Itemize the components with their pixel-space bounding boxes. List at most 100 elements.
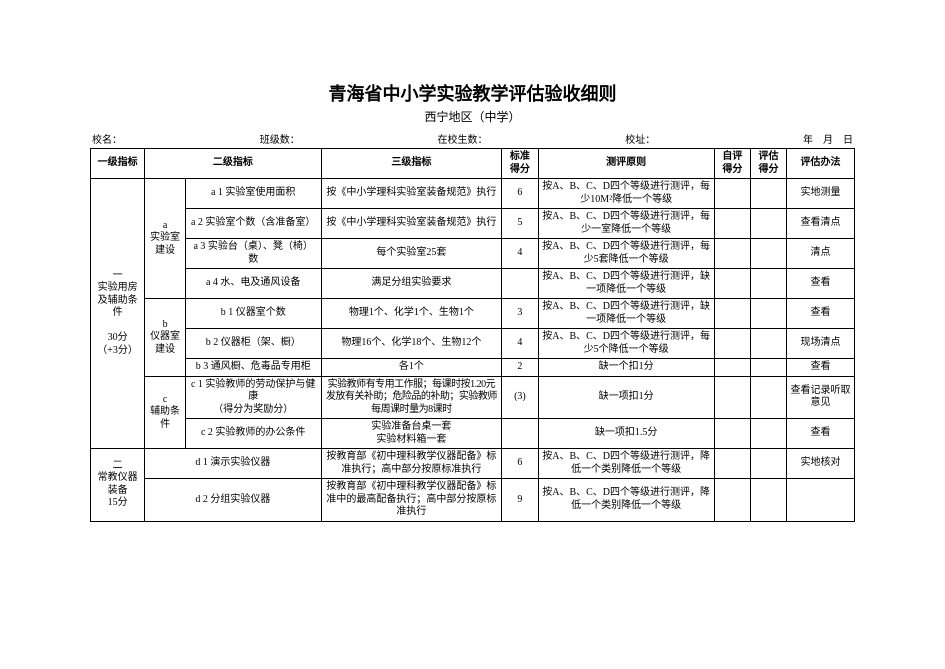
cell-l3: 按《中小学理科实验室装备规范》执行 — [321, 179, 502, 209]
cell-rule: 按A、B、C、D四个等级进行测评，缺一项降低一个等级 — [538, 299, 714, 329]
cell-l2: d 1 演示实验仪器 — [145, 449, 321, 479]
cell-method: 现场清点 — [787, 329, 855, 359]
cell-eval — [750, 479, 786, 522]
hdr-eval: 评估得分 — [750, 149, 786, 179]
cell-l2: a 2 实验室个数（含准备室） — [185, 209, 321, 239]
table-row: c 2 实验教师的办公条件 实验准备台桌一套 实验材料箱一套 缺一项扣1.5分 … — [91, 419, 855, 449]
cell-self — [714, 269, 750, 299]
cell-l2: b 3 通风橱、危毒品专用柜 — [185, 359, 321, 377]
cell-l3: 满足分组实验要求 — [321, 269, 502, 299]
meta-month: 月 — [823, 135, 833, 146]
cell-self — [714, 329, 750, 359]
cell-rule: 按A、B、C、D四个等级进行测评，降低一个类别降低一个等级 — [538, 479, 714, 522]
hdr-self: 自评得分 — [714, 149, 750, 179]
meta-students: 在校生数： — [438, 131, 488, 146]
hdr-method: 评估办法 — [787, 149, 855, 179]
cell-method: 清点 — [787, 239, 855, 269]
cell-rule: 按A、B、C、D四个等级进行测评，降低一个类别降低一个等级 — [538, 449, 714, 479]
lvl1-b: 二 常教仪器装备 15分 — [91, 449, 145, 522]
cell-method: 查看记录听取意见 — [787, 376, 855, 419]
cell-l3: 各1个 — [321, 359, 502, 377]
cell-eval — [750, 419, 786, 449]
table-row: a 4 水、电及通风设备 满足分组实验要求 按A、B、C、D四个等级进行测评，缺… — [91, 269, 855, 299]
cell-score: (3) — [502, 376, 538, 419]
table-header-row: 一级指标 二级指标 三级指标 标准得分 测评原则 自评得分 评估得分 评估办法 — [91, 149, 855, 179]
cell-l2: c 1 实验教师的劳动保护与健康 （得分为奖励分） — [185, 376, 321, 419]
cell-method — [787, 479, 855, 522]
cell-l3: 实验准备台桌一套 实验材料箱一套 — [321, 419, 502, 449]
document-page: 青海省中小学实验教学评估验收细则 西宁地区（中学） 校名： 班级数： 在校生数：… — [0, 0, 945, 562]
hdr-lvl1: 一级指标 — [91, 149, 145, 179]
table-row: a 3 实验台（桌）、凳（椅）数 每个实验室25套 4 按A、B、C、D四个等级… — [91, 239, 855, 269]
cell-self — [714, 239, 750, 269]
cell-rule: 按A、B、C、D四个等级进行测评，每少10M²降低一个等级 — [538, 179, 714, 209]
cell-score: 3 — [502, 299, 538, 329]
cell-l2: d 2 分组实验仪器 — [145, 479, 321, 522]
meta-date: 年 月 日 — [793, 131, 853, 146]
cell-method: 查看 — [787, 359, 855, 377]
cell-rule: 缺一项扣1分 — [538, 376, 714, 419]
cell-method: 实地测量 — [787, 179, 855, 209]
cell-method: 查看 — [787, 299, 855, 329]
cell-method: 查看清点 — [787, 209, 855, 239]
subtitle: 西宁地区（中学） — [90, 108, 855, 125]
meta-class: 班级数： — [260, 131, 300, 146]
cell-rule: 缺一个扣1分 — [538, 359, 714, 377]
meta-year: 年 — [803, 135, 813, 146]
cell-rule: 按A、B、C、D四个等级进行测评，每少5个降低一个等级 — [538, 329, 714, 359]
cell-eval — [750, 376, 786, 419]
hdr-lvl2: 二级指标 — [145, 149, 321, 179]
hdr-rule: 测评原则 — [538, 149, 714, 179]
cell-eval — [750, 359, 786, 377]
cell-l3: 按教育部《初中理科教学仪器配备》标准中的最高配备执行；高中部分按原标准执行 — [321, 479, 502, 522]
cell-l3: 物理1个、化学1个、生物1个 — [321, 299, 502, 329]
meta-address: 校址： — [625, 131, 655, 146]
cell-self — [714, 359, 750, 377]
cell-score — [502, 269, 538, 299]
hdr-lvl3: 三级指标 — [321, 149, 502, 179]
table-row: d 2 分组实验仪器 按教育部《初中理科教学仪器配备》标准中的最高配备执行；高中… — [91, 479, 855, 522]
meta-school: 校名： — [92, 131, 122, 146]
cell-l2: a 3 实验台（桌）、凳（椅）数 — [185, 239, 321, 269]
table-row: b 2 仪器柜（架、橱） 物理16个、化学18个、生物12个 4 按A、B、C、… — [91, 329, 855, 359]
table-row: 一 实验用房及辅助条件 30分 （+3分） a 实验室建设 a 1 实验室使用面… — [91, 179, 855, 209]
cell-score: 5 — [502, 209, 538, 239]
cell-eval — [750, 239, 786, 269]
cell-l3: 物理16个、化学18个、生物12个 — [321, 329, 502, 359]
cell-score: 4 — [502, 239, 538, 269]
table-row: b 3 通风橱、危毒品专用柜 各1个 2 缺一个扣1分 查看 — [91, 359, 855, 377]
cell-eval — [750, 329, 786, 359]
cell-score: 6 — [502, 179, 538, 209]
cell-eval — [750, 179, 786, 209]
sub-c: c 辅助条件 — [145, 376, 186, 449]
cell-l2: a 1 实验室使用面积 — [185, 179, 321, 209]
cell-eval — [750, 209, 786, 239]
cell-rule: 按A、B、C、D四个等级进行测评，每少一室降低一个等级 — [538, 209, 714, 239]
cell-rule: 按A、B、C、D四个等级进行测评，每少5套降低一个等级 — [538, 239, 714, 269]
cell-eval — [750, 269, 786, 299]
cell-score: 9 — [502, 479, 538, 522]
cell-self — [714, 299, 750, 329]
table-row: a 2 实验室个数（含准备室） 按《中小学理科实验室装备规范》执行 5 按A、B… — [91, 209, 855, 239]
cell-rule: 按A、B、C、D四个等级进行测评，缺一项降低一个等级 — [538, 269, 714, 299]
cell-self — [714, 179, 750, 209]
lvl1-a: 一 实验用房及辅助条件 30分 （+3分） — [91, 179, 145, 449]
cell-l2: a 4 水、电及通风设备 — [185, 269, 321, 299]
lvl1-a-score: 30分 （+3分） — [94, 332, 141, 357]
table-row: 二 常教仪器装备 15分 d 1 演示实验仪器 按教育部《初中理科教学仪器配备》… — [91, 449, 855, 479]
cell-method: 实地核对 — [787, 449, 855, 479]
hdr-score: 标准得分 — [502, 149, 538, 179]
cell-score: 2 — [502, 359, 538, 377]
meta-row: 校名： 班级数： 在校生数： 校址： 年 月 日 — [90, 131, 855, 146]
main-title: 青海省中小学实验教学评估验收细则 — [90, 80, 855, 106]
cell-self — [714, 449, 750, 479]
cell-self — [714, 209, 750, 239]
meta-day: 日 — [843, 135, 853, 146]
cell-eval — [750, 449, 786, 479]
cell-l2: b 1 仪器室个数 — [185, 299, 321, 329]
evaluation-table: 一级指标 二级指标 三级指标 标准得分 测评原则 自评得分 评估得分 评估办法 … — [90, 148, 855, 522]
cell-method: 查看 — [787, 419, 855, 449]
cell-self — [714, 376, 750, 419]
cell-l3: 按教育部《初中理科教学仪器配备》标准执行；高中部分按原标准执行 — [321, 449, 502, 479]
sub-b: b 仪器室建设 — [145, 299, 186, 377]
